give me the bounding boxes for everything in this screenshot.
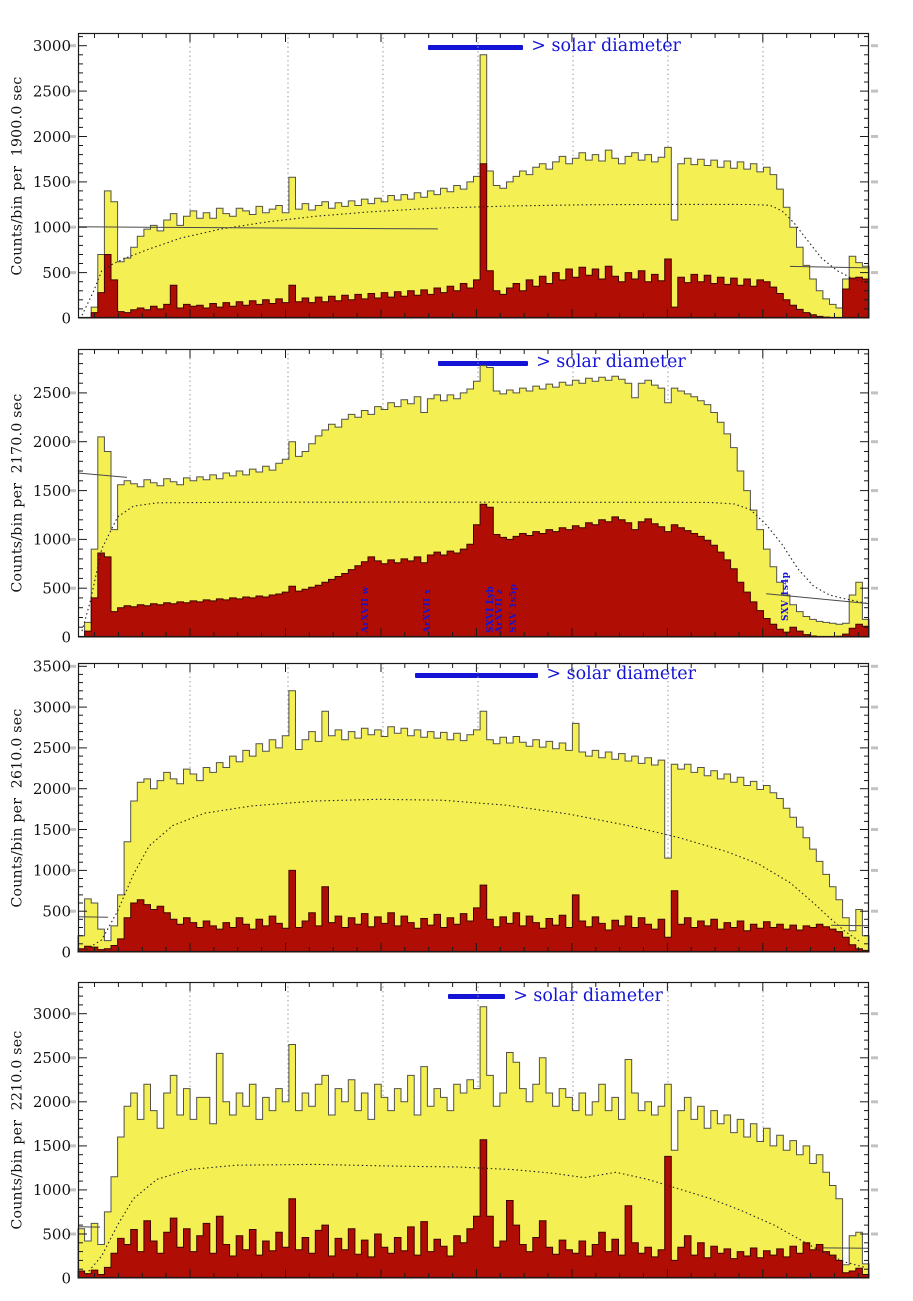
- panel-1-plot-area: [69, 32, 878, 319]
- total-counts-histogram: [77, 690, 870, 953]
- spectral-line-label: SXV 1s4p: [780, 571, 791, 621]
- y-tick-label: 2500: [33, 739, 71, 757]
- background-level-line: [77, 472, 128, 478]
- y-tick-label: 3000: [33, 1005, 71, 1023]
- y-tick-label: 1500: [33, 821, 71, 839]
- y-tick-label: 500: [42, 902, 71, 920]
- y-tick-label: 500: [42, 264, 71, 282]
- panel-3-plot-area: [69, 662, 878, 953]
- y-tick-label: 1000: [33, 1181, 71, 1199]
- y-tick-label: 1000: [33, 218, 71, 236]
- axis-box: [77, 32, 870, 319]
- background-level-line: [830, 924, 870, 927]
- y-tick-label: 500: [42, 1225, 71, 1243]
- background-level-line: [77, 226, 438, 230]
- y-tick-label: 1000: [33, 862, 71, 880]
- model-dotted-curve: [85, 1163, 866, 1275]
- y-tick-label: 2500: [33, 384, 71, 402]
- y-tick-label: 3500: [33, 658, 71, 676]
- panel-1-plot: 0 500 1000 1500 2000 2500 3000: [33, 32, 878, 327]
- line-counts-histogram: [77, 1139, 870, 1279]
- model-dotted-curve: [81, 203, 870, 316]
- line-counts-histogram: [78, 503, 870, 638]
- line-counts-histogram: [78, 163, 870, 319]
- y-tick-label: 2500: [33, 1049, 71, 1067]
- background-level-line: [789, 265, 870, 269]
- y-tick-label: 0: [61, 943, 71, 961]
- background-level-line: [766, 593, 870, 605]
- line-counts-histogram: [77, 869, 870, 953]
- y-tick-label: 2000: [33, 1093, 71, 1111]
- y-tick-label: 1000: [33, 531, 71, 549]
- model-dotted-curve: [81, 501, 870, 632]
- y-tick-label: 0: [61, 1269, 71, 1287]
- panel-4-plot-area: [69, 981, 878, 1279]
- y-tick-label: 500: [42, 579, 71, 597]
- panel-2-plot-area: [69, 348, 878, 638]
- background-level-line: [77, 916, 109, 918]
- y-tick-label: 1500: [33, 173, 71, 191]
- panel-4-plot: 0 500 1000 1500 2000 2500 3000: [33, 981, 878, 1287]
- panel-3-plot: 0 500 1000 1500 2000 2500 3000 3500: [33, 658, 878, 961]
- spectral-line-label: ArXVII w: [360, 586, 371, 633]
- y-tick-label: 0: [61, 628, 71, 646]
- spectral-line-label: SXV 1s5p: [509, 583, 520, 633]
- y-tick-label: 2500: [33, 82, 71, 100]
- spectral-line-label: ArXVII z: [495, 589, 506, 633]
- y-tick-label: 3000: [33, 37, 71, 55]
- axis-box: [77, 348, 870, 638]
- panel-2-plot: 0 500 1000 1500 2000 2500: [33, 348, 878, 646]
- y-tick-label: 2000: [33, 433, 71, 451]
- y-tick-label: 2000: [33, 128, 71, 146]
- y-tick-label: 1500: [33, 482, 71, 500]
- axis-box: [77, 662, 870, 953]
- model-dotted-curve: [85, 798, 862, 951]
- y-tick-label: 1500: [33, 1137, 71, 1155]
- y-tick-label: 3000: [33, 698, 71, 716]
- axis-box: [77, 981, 870, 1279]
- spectral-line-label: ArXVII x: [423, 588, 434, 633]
- y-tick-label: 2000: [33, 780, 71, 798]
- y-tick-label: 0: [61, 309, 71, 327]
